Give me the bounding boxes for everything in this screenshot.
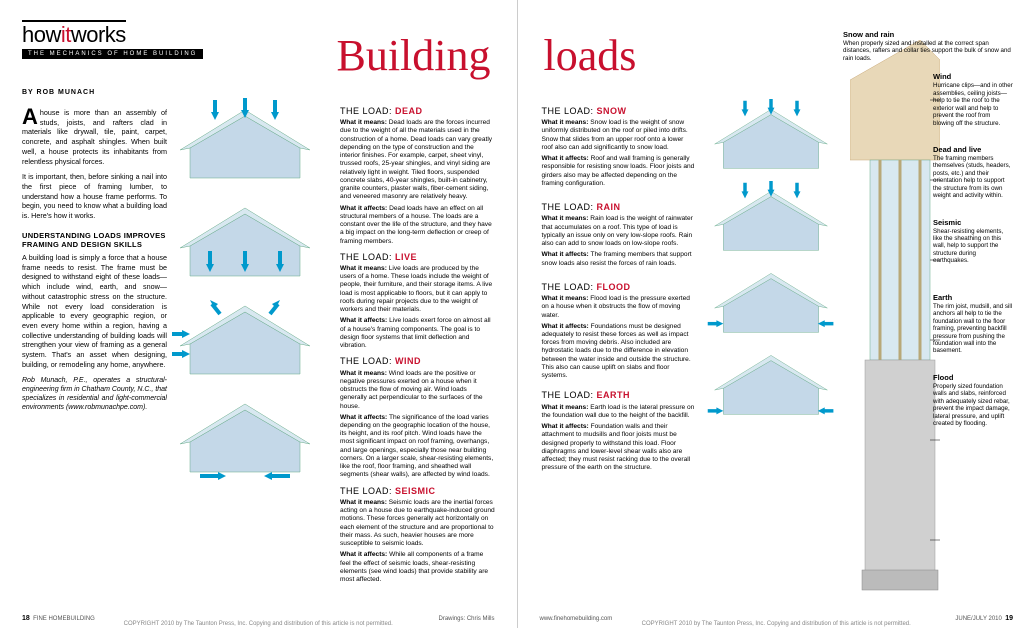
masthead-title: howitworks [22,20,126,46]
load-head-flood: THE LOAD: FLOOD [542,282,697,293]
house-rain-icon [706,181,836,259]
callout-dead-live: Dead and liveThe framing members themsel… [933,145,1013,200]
magazine-spread: howitworks THE MECHANICS OF HOME BUILDIN… [0,0,1035,628]
title-loads: loads [544,30,637,81]
masthead-subtitle: THE MECHANICS OF HOME BUILDING [22,49,203,59]
intro-p2: It is important, then, before sinking a … [22,172,167,221]
house-snow-icon [706,99,836,177]
load-head-dead: THE LOAD: DEAD [340,106,495,117]
intro-section-head: UNDERSTANDING LOADS IMPROVES FRAMING AND… [22,231,167,249]
load-head-snow: THE LOAD: SNOW [542,106,697,117]
intro-column: A house is more than an assembly of stud… [22,108,167,412]
title-building: Building [336,30,490,81]
load-head-earth: THE LOAD: EARTH [542,390,697,401]
intro-p3: A building load is simply a force that a… [22,253,167,370]
house-earth-icon [706,345,836,423]
load-head-live: THE LOAD: LIVE [340,252,495,263]
house-wind-icon [170,294,320,384]
load-head-wind: THE LOAD: WIND [340,356,495,367]
page-left: howitworks THE MECHANICS OF HOME BUILDIN… [0,0,518,628]
callout-flood: FloodProperly sized foundation walls and… [933,373,1013,428]
house-flood-icon [706,263,836,341]
callout-snow-rain: Snow and rainWhen properly sized and ins… [843,30,1013,62]
masthead-works: works [71,22,126,47]
house-seismic-icon [170,392,320,482]
callout-seismic: SeismicShear-resisting elements, like th… [933,218,1013,265]
callout-column: Snow and rainWhen properly sized and ins… [843,30,1013,437]
author-bio: Rob Munach, P.E., operates a structural-… [22,376,167,412]
house-illustration-column-right [706,95,846,425]
copyright-right: COPYRIGHT 2010 by The Taunton Press, Inc… [518,621,1035,627]
masthead-how: how [22,22,61,47]
intro-p1: A house is more than an assembly of stud… [22,108,167,166]
page-right: loads THE LOAD: SNOW What it means: Snow… [518,0,1035,628]
house-live-icon [170,196,320,286]
copyright-left: COPYRIGHT 2010 by The Taunton Press, Inc… [0,621,517,627]
callout-wind: WindHurricane clips—and in other assembl… [933,72,1013,127]
load-head-seismic: THE LOAD: SEISMIC [340,486,495,497]
masthead-it: it [61,22,71,47]
load-head-rain: THE LOAD: RAIN [542,202,697,213]
load-text-column-left: THE LOAD: DEAD What it means: Dead loads… [340,100,495,587]
callout-earth: EarthThe rim joist, mudsill, and sill an… [933,293,1013,355]
load-text-column-right: THE LOAD: SNOW What it means: Snow load … [542,100,697,476]
house-illustration-column-left [170,90,330,486]
house-dead-icon [170,98,320,188]
